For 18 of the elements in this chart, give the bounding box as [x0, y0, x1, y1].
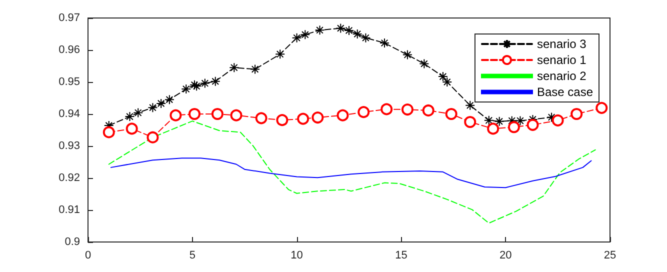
y-tick-label: 0.96: [58, 44, 80, 56]
y-tick-label: 0.97: [58, 12, 80, 24]
x-tick-label: 20: [499, 250, 512, 262]
x-tick-label: 15: [395, 250, 408, 262]
y-tick-label: 0.92: [58, 172, 80, 184]
y-tick-label: 0.93: [58, 140, 80, 152]
x-tick-label: 0: [84, 250, 92, 262]
legend-label: Base case: [536, 85, 594, 99]
x-tick-label: 25: [604, 250, 616, 262]
x-tick-label: 5: [189, 250, 196, 262]
x-tick-label: 10: [290, 250, 303, 262]
y-tick-label: 0.94: [58, 108, 80, 120]
y-tick-label: 0.9: [64, 236, 80, 248]
legend-label: senario 2: [536, 69, 587, 83]
legend-label: senario 1: [536, 53, 587, 67]
y-tick-label: 0.91: [58, 204, 80, 216]
y-tick-label: 0.95: [58, 76, 80, 88]
legend-label: senario 3: [536, 37, 587, 51]
